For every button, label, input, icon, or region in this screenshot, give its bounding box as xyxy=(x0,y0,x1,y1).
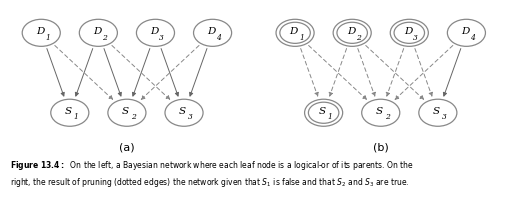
Text: 4: 4 xyxy=(216,33,222,41)
Ellipse shape xyxy=(79,20,117,47)
Ellipse shape xyxy=(337,23,368,44)
Ellipse shape xyxy=(333,20,371,47)
Text: D: D xyxy=(93,27,101,36)
Text: 1: 1 xyxy=(327,113,333,121)
Text: D: D xyxy=(404,27,412,36)
Text: 2: 2 xyxy=(131,113,136,121)
Text: D: D xyxy=(150,27,158,36)
Text: 2: 2 xyxy=(102,33,107,41)
Text: 3: 3 xyxy=(188,113,193,121)
Ellipse shape xyxy=(22,20,60,47)
Ellipse shape xyxy=(136,20,175,47)
Text: D: D xyxy=(461,27,469,36)
Ellipse shape xyxy=(447,20,485,47)
Text: 1: 1 xyxy=(299,33,304,41)
Ellipse shape xyxy=(390,20,428,47)
Text: 2: 2 xyxy=(384,113,390,121)
Ellipse shape xyxy=(394,23,425,44)
Text: $\bf{Figure\ 13.4:}$  On the left, a Bayesian network where each leaf node is a : $\bf{Figure\ 13.4:}$ On the left, a Baye… xyxy=(10,158,414,188)
Text: 3: 3 xyxy=(442,113,447,121)
Text: 1: 1 xyxy=(45,33,50,41)
Ellipse shape xyxy=(419,100,457,127)
Ellipse shape xyxy=(108,100,146,127)
Text: 1: 1 xyxy=(74,113,79,121)
Ellipse shape xyxy=(165,100,203,127)
Ellipse shape xyxy=(51,100,89,127)
Text: S: S xyxy=(319,106,326,115)
Text: D: D xyxy=(347,27,355,36)
Text: 3: 3 xyxy=(159,33,164,41)
Text: (b): (b) xyxy=(373,142,389,152)
Ellipse shape xyxy=(308,103,339,124)
Ellipse shape xyxy=(276,20,314,47)
Text: 3: 3 xyxy=(413,33,418,41)
Text: S: S xyxy=(65,106,72,115)
Text: S: S xyxy=(179,106,186,115)
Ellipse shape xyxy=(280,23,310,44)
Text: 2: 2 xyxy=(356,33,361,41)
Text: (a): (a) xyxy=(119,142,135,152)
Text: 4: 4 xyxy=(470,33,475,41)
Text: S: S xyxy=(433,106,440,115)
Text: S: S xyxy=(376,106,383,115)
Ellipse shape xyxy=(362,100,400,127)
Ellipse shape xyxy=(194,20,232,47)
Text: D: D xyxy=(207,27,215,36)
Text: D: D xyxy=(289,27,298,36)
Text: D: D xyxy=(36,27,44,36)
Ellipse shape xyxy=(305,100,343,127)
Text: S: S xyxy=(122,106,129,115)
